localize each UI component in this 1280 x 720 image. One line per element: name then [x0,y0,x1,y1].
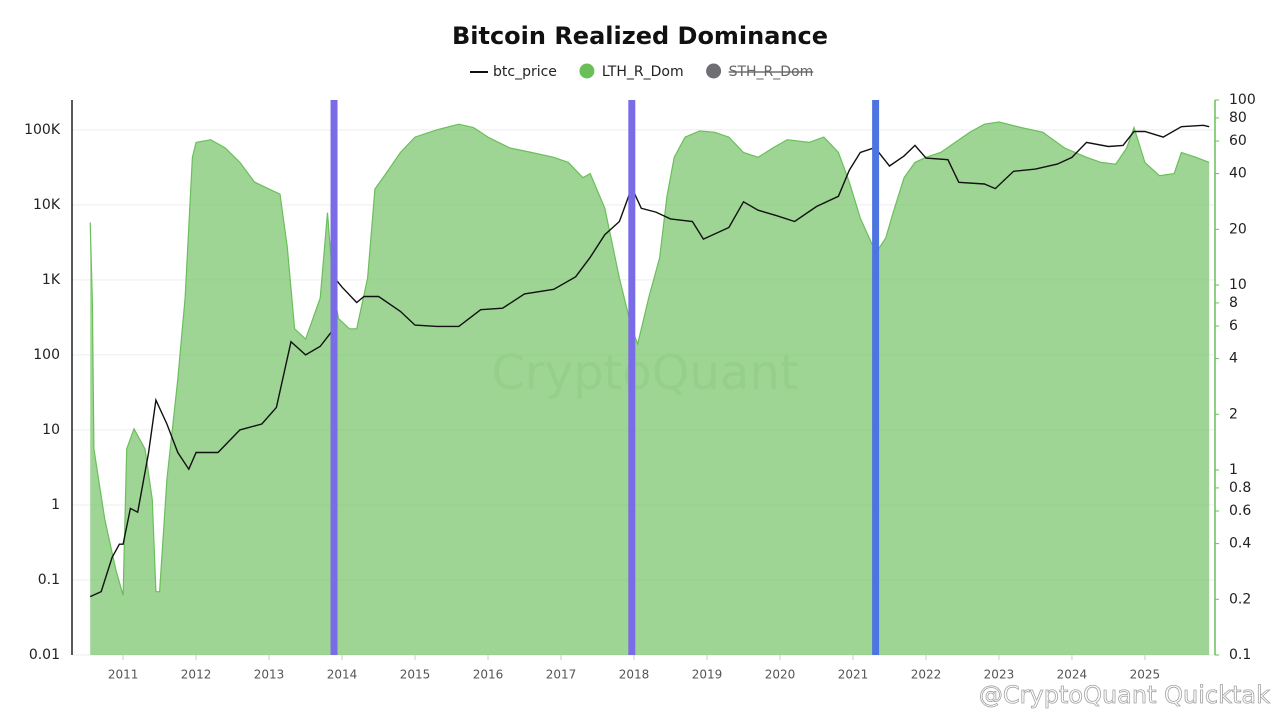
y2-tick-label: 0.1 [1229,647,1251,663]
y2-tick-label: 20 [1229,221,1247,237]
y-tick-label: 0.1 [38,572,60,588]
x-tick-label: 2023 [984,668,1015,682]
x-tick-label: 2025 [1130,668,1161,682]
y2-tick-label: 0.4 [1229,536,1251,552]
y-tick-label: 10 [42,422,60,438]
y2-tick-label: 2 [1229,406,1238,422]
legend-label: STH_R_Dom [729,64,814,80]
y2-tick-label: 6 [1229,318,1238,334]
x-tick-label: 2015 [400,668,431,682]
x-tick-label: 2012 [181,668,212,682]
area [90,122,1210,655]
y-tick-label: 100 [33,347,60,363]
legend-item: STH_R_Dom [706,63,814,80]
y2-tick-label: 1 [1229,462,1238,478]
y2-tick-label: 8 [1229,295,1238,311]
y2-tick-label: 0.8 [1229,480,1251,496]
y-tick-label: 0.01 [29,647,60,663]
legend-item: LTH_R_Dom [579,63,684,80]
overlay-text: @CryptoQuant Quicktak [979,681,1270,709]
x-tick-label: 2022 [911,668,942,682]
x-tick-label: 2017 [546,668,577,682]
chart-title: Bitcoin Realized Dominance [452,22,828,50]
x-tick-label: 2011 [108,668,139,682]
x-tick-label: 2019 [692,668,723,682]
x-tick-label: 2013 [254,668,285,682]
y2-tick-label: 4 [1229,351,1238,367]
y2-tick-label: 100 [1229,92,1256,108]
x-tick-label: 2014 [327,668,358,682]
y-tick-label: 100K [24,122,61,138]
y2-tick-label: 10 [1229,277,1247,293]
y-tick-label: 10K [33,197,61,213]
x-tick-label: 2016 [473,668,504,682]
y2-tick-label: 40 [1229,166,1247,182]
legend-item: btc_price [470,64,557,80]
y2-tick-label: 60 [1229,133,1247,149]
y2-tick-label: 0.2 [1229,591,1251,607]
y2-tick-label: 0.6 [1229,503,1251,519]
legend-label: LTH_R_Dom [602,64,684,80]
area-line [89,121,1210,596]
y-tick-label: 1 [51,497,60,513]
x-tick-label: 2020 [765,668,796,682]
y-tick-label: 1K [42,272,61,288]
x-tick-label: 2018 [619,668,650,682]
legend-swatch [579,63,595,79]
x-tick-label: 2024 [1057,668,1088,682]
line [89,124,1210,598]
legend-swatch [706,63,722,79]
legend-label: btc_price [493,64,557,80]
x-tick-label: 2021 [838,668,869,682]
y2-tick-label: 80 [1229,110,1247,126]
